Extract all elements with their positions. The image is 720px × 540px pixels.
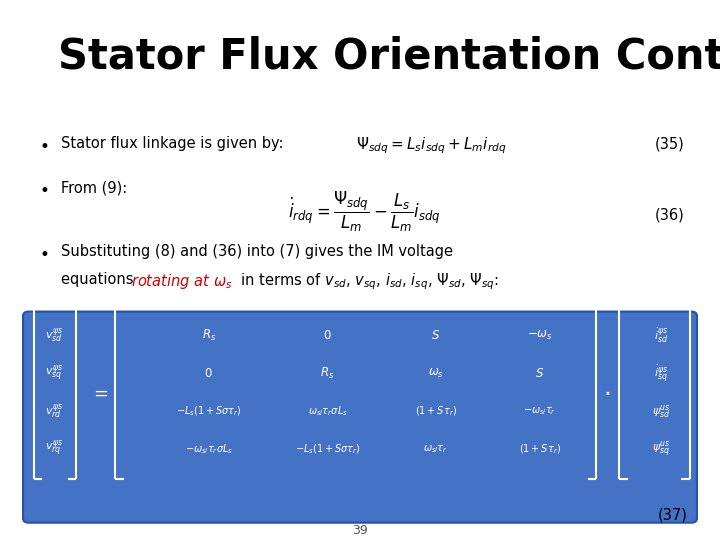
Text: $\left(1+S\tau_r\right)$: $\left(1+S\tau_r\right)$ <box>415 404 456 418</box>
Text: equations: equations <box>61 272 138 287</box>
Text: $v_{sq}^{\psi s}$: $v_{sq}^{\psi s}$ <box>45 364 63 383</box>
Text: $\omega_s$: $\omega_s$ <box>428 367 444 380</box>
Text: $=$: $=$ <box>90 383 109 402</box>
Text: Substituting (8) and (36) into (7) gives the IM voltage: Substituting (8) and (36) into (7) gives… <box>61 244 453 259</box>
Text: $v_{rq}^{\psi s}$: $v_{rq}^{\psi s}$ <box>45 439 63 460</box>
Text: Stator flux linkage is given by:: Stator flux linkage is given by: <box>61 136 297 151</box>
Text: 39: 39 <box>352 524 368 537</box>
Text: $\dot{i}_{rdq} = \dfrac{\Psi_{sdq}}{L_m} - \dfrac{L_s}{L_m} i_{sdq}$: $\dot{i}_{rdq} = \dfrac{\Psi_{sdq}}{L_m}… <box>288 190 441 234</box>
Text: $-\omega_{sl}\tau_r\sigma L_s$: $-\omega_{sl}\tau_r\sigma L_s$ <box>185 442 233 456</box>
Text: $-L_s\left(1+S\sigma\tau_r\right)$: $-L_s\left(1+S\sigma\tau_r\right)$ <box>294 442 361 456</box>
Text: rotating at $\omega_s$: rotating at $\omega_s$ <box>131 272 233 291</box>
Text: •: • <box>40 138 50 156</box>
FancyBboxPatch shape <box>23 312 697 523</box>
Text: From (9):: From (9): <box>61 180 127 195</box>
Text: $\cdot$: $\cdot$ <box>603 381 611 404</box>
Text: $\dot{i}_{sq}^{\psi s}$: $\dot{i}_{sq}^{\psi s}$ <box>654 363 668 384</box>
Text: $\omega_{sl}\tau_r$: $\omega_{sl}\tau_r$ <box>423 443 448 455</box>
Text: (36): (36) <box>655 208 685 223</box>
Text: $S$: $S$ <box>536 367 544 380</box>
Text: $0$: $0$ <box>204 367 213 380</box>
Text: $0$: $0$ <box>323 329 332 342</box>
Text: $R_s$: $R_s$ <box>202 328 216 343</box>
Text: in terms of $v_{sd}$, $v_{sq}$, $i_{sd}$, $i_{sq}$, $\Psi_{sd}$, $\Psi_{sq}$:: in terms of $v_{sd}$, $v_{sq}$, $i_{sd}$… <box>236 272 499 292</box>
Text: $v_{rd}^{\psi s}$: $v_{rd}^{\psi s}$ <box>45 402 63 421</box>
Text: $\psi_{sd}^{us}$: $\psi_{sd}^{us}$ <box>652 403 670 420</box>
Text: $-L_s\left(1+S\sigma\tau_r\right)$: $-L_s\left(1+S\sigma\tau_r\right)$ <box>176 404 242 418</box>
Text: $v_{sd}^{\psi s}$: $v_{sd}^{\psi s}$ <box>45 327 63 345</box>
Text: Stator Flux Orientation Control: Stator Flux Orientation Control <box>58 35 720 77</box>
Text: $\left(1+S\tau_r\right)$: $\left(1+S\tau_r\right)$ <box>519 442 561 456</box>
Text: (35): (35) <box>655 136 685 151</box>
Text: $-\omega_s$: $-\omega_s$ <box>527 329 553 342</box>
Text: $\psi_{sq}^{us}$: $\psi_{sq}^{us}$ <box>652 440 670 459</box>
Text: $\Psi_{sdq} = L_s i_{sdq} + L_m i_{rdq}$: $\Psi_{sdq} = L_s i_{sdq} + L_m i_{rdq}$ <box>356 135 507 156</box>
Text: •: • <box>40 182 50 200</box>
Text: (37): (37) <box>658 508 688 523</box>
Text: $R_s$: $R_s$ <box>320 366 335 381</box>
Text: $\omega_{sl}\tau_r\sigma L_s$: $\omega_{sl}\tau_r\sigma L_s$ <box>307 404 348 418</box>
Text: •: • <box>40 246 50 264</box>
Text: $S$: $S$ <box>431 329 440 342</box>
Text: $-\omega_{sl}\tau_r$: $-\omega_{sl}\tau_r$ <box>523 406 557 417</box>
Text: $\dot{i}_{sd}^{\psi s}$: $\dot{i}_{sd}^{\psi s}$ <box>654 327 668 345</box>
